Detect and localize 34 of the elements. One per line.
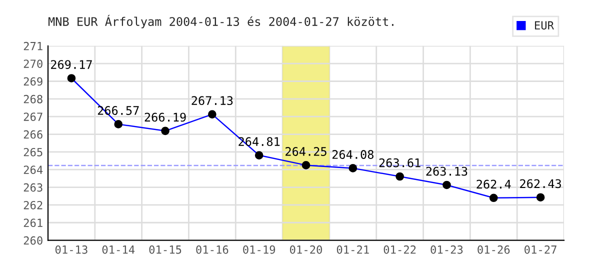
y-tick-label: 262 (24, 200, 42, 210)
y-tick-label: 260 (24, 236, 42, 245)
data-label: 267.13 (192, 96, 233, 106)
y-tick-label: 269 (24, 77, 42, 86)
chart-title: MNB EUR Árfolyam 2004-01-13 és 2004-01-27 között. (48, 14, 394, 28)
data-label: 264.08 (332, 150, 374, 159)
data-label: 264.25 (286, 147, 326, 156)
data-label: 263.61 (379, 158, 420, 168)
data-label: 262.4 (476, 180, 511, 189)
y-tick-label: 265 (24, 148, 42, 156)
y-tick-label: 263 (24, 183, 42, 192)
x-tick-label: 01-27 (524, 245, 556, 254)
x-tick-label: 01-14 (102, 245, 135, 254)
x-tick-label: 01-15 (149, 245, 182, 254)
y-tick-label: 266 (24, 130, 42, 139)
y-tick-label: 268 (24, 94, 42, 104)
y-tick-label: 261 (24, 218, 42, 228)
legend-label: EUR (535, 21, 554, 30)
data-label: 262.43 (520, 179, 561, 188)
y-tick-label: 270 (24, 60, 42, 68)
x-tick-label: 01-20 (290, 245, 322, 254)
data-label: 269.17 (51, 60, 92, 70)
x-tick-label: 01-21 (336, 245, 369, 254)
y-tick-label: 264 (24, 166, 43, 174)
x-tick-label: 01-13 (55, 245, 88, 254)
x-tick-label: 01-22 (384, 245, 416, 254)
y-tick-label: 271 (24, 42, 42, 50)
data-label: 263.13 (426, 166, 468, 176)
y-tick-label: 267 (24, 112, 42, 121)
x-tick-label: 01-19 (243, 245, 276, 254)
x-tick-label: 01-26 (478, 245, 510, 254)
x-tick-label: 01-23 (430, 245, 463, 254)
x-tick-label: 01-16 (196, 245, 228, 254)
data-label: 266.19 (144, 112, 186, 122)
